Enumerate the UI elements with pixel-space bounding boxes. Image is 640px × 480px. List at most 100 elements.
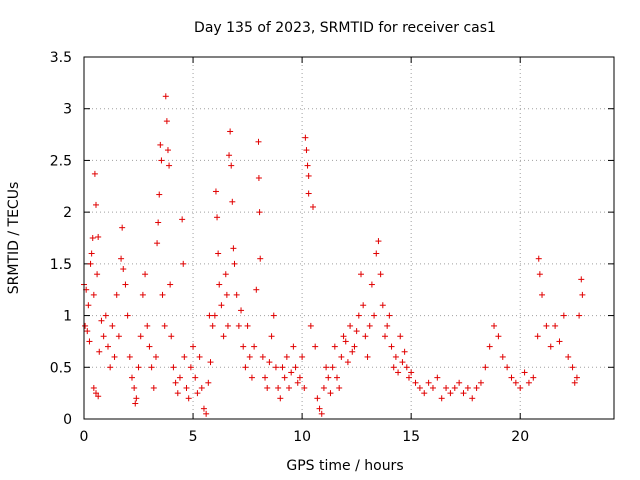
data-point <box>248 374 255 381</box>
data-point <box>386 312 393 319</box>
data-point <box>565 353 572 360</box>
data-point <box>214 214 221 221</box>
x-tick-label: 5 <box>189 429 198 445</box>
data-point <box>536 271 543 278</box>
data-point <box>405 374 412 381</box>
data-point <box>272 364 279 371</box>
data-point <box>240 343 247 350</box>
data-point <box>277 395 284 402</box>
data-point <box>469 395 476 402</box>
data-point <box>521 369 528 376</box>
data-point <box>303 147 310 154</box>
data-point <box>401 348 408 355</box>
data-point <box>222 271 229 278</box>
data-point <box>357 271 364 278</box>
data-point <box>379 302 386 309</box>
data-point <box>94 271 101 278</box>
data-point <box>552 322 559 329</box>
data-point <box>571 379 578 386</box>
data-point <box>228 162 235 169</box>
y-tick-label: 3.5 <box>50 50 72 66</box>
data-point <box>307 322 314 329</box>
data-point <box>183 384 190 391</box>
data-point <box>111 353 118 360</box>
data-point <box>102 312 109 319</box>
data-point <box>253 286 260 293</box>
data-point <box>192 374 199 381</box>
data-point <box>233 291 240 298</box>
data-point <box>255 138 262 145</box>
data-point <box>115 333 122 340</box>
data-point <box>318 410 325 417</box>
data-point <box>176 374 183 381</box>
data-point <box>90 384 97 391</box>
data-point <box>162 93 169 100</box>
data-point <box>216 281 223 288</box>
y-axis-label: SRMTID / TECUs <box>6 182 22 295</box>
y-tick-label: 2 <box>63 205 72 221</box>
data-point <box>569 364 576 371</box>
data-point <box>438 395 445 402</box>
data-point <box>185 395 192 402</box>
data-point <box>344 359 351 366</box>
data-point <box>312 343 319 350</box>
data-point <box>90 291 97 298</box>
data-point <box>556 338 563 345</box>
data-point <box>525 379 532 386</box>
data-point <box>362 333 369 340</box>
data-point <box>451 384 458 391</box>
data-point <box>223 291 230 298</box>
data-point <box>331 343 338 350</box>
data-point <box>235 322 242 329</box>
data-point <box>292 364 299 371</box>
data-point <box>290 343 297 350</box>
data-point <box>327 390 334 397</box>
data-point <box>477 379 484 386</box>
data-point <box>408 369 415 376</box>
data-point <box>495 333 502 340</box>
data-point <box>464 384 471 391</box>
data-point <box>366 322 373 329</box>
data-point <box>547 343 554 350</box>
data-point <box>170 364 177 371</box>
data-point <box>181 353 188 360</box>
data-point <box>504 364 511 371</box>
grid-layer <box>84 57 614 419</box>
data-point <box>209 322 216 329</box>
data-point <box>198 384 205 391</box>
axes-layer: 0 0.5 1 1.5 2 2.5 3 3.5 0 5 10 15 20 <box>50 50 614 445</box>
data-point <box>104 343 111 350</box>
data-point <box>281 374 288 381</box>
data-point <box>416 384 423 391</box>
data-point <box>353 328 360 335</box>
data-point <box>508 374 515 381</box>
data-point <box>270 312 277 319</box>
data-point <box>517 384 524 391</box>
data-point <box>159 291 166 298</box>
data-point <box>329 364 336 371</box>
data-point <box>316 405 323 412</box>
data-point <box>139 291 146 298</box>
data-point <box>244 322 251 329</box>
data-point <box>156 191 163 198</box>
data-point <box>96 348 103 355</box>
data-point <box>154 240 161 247</box>
data-point <box>390 364 397 371</box>
data-point <box>167 281 174 288</box>
data-point <box>142 271 149 278</box>
data-point <box>301 384 308 391</box>
data-point <box>534 333 541 340</box>
points-layer <box>81 93 586 417</box>
data-point <box>119 224 126 231</box>
data-point <box>360 302 367 309</box>
data-point <box>266 359 273 366</box>
y-tick-label: 3 <box>63 102 72 118</box>
data-point <box>194 390 201 397</box>
data-point <box>135 364 142 371</box>
x-tick-label: 0 <box>80 429 89 445</box>
data-point <box>180 260 187 267</box>
data-point <box>373 250 380 257</box>
data-point <box>395 369 402 376</box>
data-point <box>148 364 155 371</box>
data-point <box>132 400 139 407</box>
